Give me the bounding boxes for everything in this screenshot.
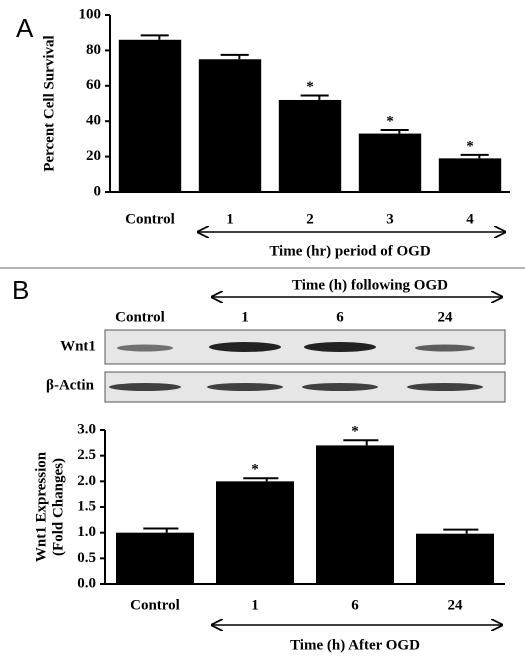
bar <box>438 158 502 192</box>
y-tick-label: 2.5 <box>77 447 96 463</box>
y-tick-label: 60 <box>86 77 101 93</box>
bar <box>316 445 394 584</box>
y-tick-label: 20 <box>86 148 101 164</box>
lane-label: Control <box>115 309 165 325</box>
y-tick-label: 1.0 <box>77 524 96 540</box>
y-axis-label: Percent Cell Survival <box>41 35 57 171</box>
y-tick-label: 40 <box>86 113 101 129</box>
y-tick-label: 0.5 <box>77 550 96 566</box>
lane-label: 6 <box>336 309 344 325</box>
x-tick-label: 6 <box>351 597 359 613</box>
blot-bands <box>109 342 483 391</box>
significance-mark: * <box>386 113 394 129</box>
significance-mark: * <box>251 462 259 478</box>
x-tick-label: 4 <box>466 211 474 227</box>
significance-mark: * <box>306 79 314 95</box>
y-tick-label: 80 <box>86 42 101 58</box>
x-axis-label: Time (h) After OGD <box>290 637 420 653</box>
x-tick-label: 3 <box>386 211 394 227</box>
y-tick-label: 2.0 <box>77 473 96 489</box>
bar <box>278 99 342 192</box>
x-axis-label: Time (hr) period of OGD <box>269 243 431 259</box>
bar <box>216 481 294 584</box>
row-label: Wnt1 <box>60 338 96 354</box>
bar <box>198 59 262 192</box>
significance-mark: * <box>351 424 359 440</box>
panel-label: B <box>12 275 29 305</box>
y-tick-label: 100 <box>79 6 102 22</box>
y-tick-label: 0 <box>94 183 102 199</box>
x-tick-label: Control <box>125 211 175 227</box>
lane-label: 1 <box>241 309 249 325</box>
bar <box>116 532 194 584</box>
x-tick-label: 1 <box>251 597 259 613</box>
x-tick-label: 1 <box>226 211 234 227</box>
bar <box>416 533 494 584</box>
bar <box>358 133 422 192</box>
lane-label: 24 <box>438 309 454 325</box>
y-tick-label: 0.0 <box>77 575 96 591</box>
y-axis-label: (Fold Changes) <box>50 458 66 556</box>
x-tick-label: 24 <box>448 597 464 613</box>
y-tick-label: 1.5 <box>77 498 96 514</box>
y-tick-label: 3.0 <box>77 421 96 437</box>
bar <box>118 39 182 192</box>
significance-mark: * <box>466 138 474 154</box>
y-axis-label: Wnt1 Expression <box>33 451 49 562</box>
row-label: β-Actin <box>46 377 95 393</box>
x-tick-label: Control <box>130 597 180 613</box>
panel-label: A <box>16 13 34 43</box>
blot-title: Time (h) following OGD <box>292 277 448 293</box>
x-tick-label: 2 <box>306 211 314 227</box>
